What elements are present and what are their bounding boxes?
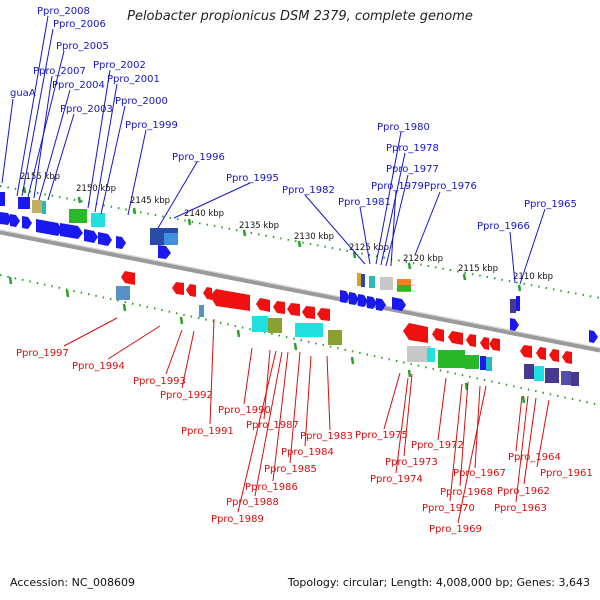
kbp-label: 2140 kbp xyxy=(184,209,224,219)
gene-label-bottom[interactable]: Ppro_1993 xyxy=(133,376,186,387)
gene-label-bottom[interactable]: Ppro_1972 xyxy=(411,440,464,451)
gene-label-bottom[interactable]: Ppro_1991 xyxy=(181,426,234,437)
genome-backbone xyxy=(0,229,600,353)
kbp-label: 2145 kbp xyxy=(130,196,170,206)
gene-label-bottom[interactable]: Ppro_1970 xyxy=(422,503,475,514)
top-leader-lines xyxy=(1,15,546,285)
kbp-label: 2125 kbp xyxy=(349,243,389,253)
gene-label-top[interactable]: Ppro_1995 xyxy=(226,173,279,184)
outer-reverse-track xyxy=(0,274,600,406)
gene-label-bottom[interactable]: Ppro_1985 xyxy=(264,464,317,475)
gene-label-top[interactable]: Ppro_1980 xyxy=(377,122,430,133)
gene-label-top[interactable]: Ppro_1966 xyxy=(477,221,530,232)
feature-boxes-top xyxy=(0,192,516,313)
gene-label-bottom[interactable]: Ppro_1994 xyxy=(72,361,125,372)
gene-label-bottom[interactable]: Ppro_1963 xyxy=(494,503,547,514)
forward-genes xyxy=(0,197,598,343)
gene-label-bottom[interactable]: Ppro_1983 xyxy=(300,431,353,442)
gene-label-bottom[interactable]: Ppro_1986 xyxy=(245,482,298,493)
gene-label-top[interactable]: Ppro_1982 xyxy=(282,185,335,196)
kbp-label: 2115 kbp xyxy=(458,264,498,274)
gene-label-top[interactable]: Ppro_1981 xyxy=(338,197,391,208)
gene-label-top[interactable]: Ppro_1976 xyxy=(424,181,477,192)
gene-label-top[interactable]: Ppro_1996 xyxy=(172,152,225,163)
kbp-label: 2110 kbp xyxy=(513,272,553,282)
gene-label-top[interactable]: Ppro_2006 xyxy=(53,19,106,30)
genome-backbone-highlight xyxy=(0,229,600,349)
gene-label-top[interactable]: Ppro_2008 xyxy=(37,6,90,17)
kbp-label: 2150 kbp xyxy=(76,184,116,194)
kbp-label: 2135 kbp xyxy=(239,221,279,231)
gene-label-bottom[interactable]: Ppro_1961 xyxy=(540,468,593,479)
gene-label-bottom[interactable]: Ppro_1992 xyxy=(160,390,213,401)
gene-label-top[interactable]: Ppro_2000 xyxy=(115,96,168,107)
gene-label-top[interactable]: Ppro_2003 xyxy=(60,104,113,115)
gene-label-bottom[interactable]: Ppro_1984 xyxy=(281,447,334,458)
kbp-label: 2130 kbp xyxy=(294,232,334,242)
gene-label-bottom[interactable]: Ppro_1975 xyxy=(355,430,408,441)
kbp-label: 2120 kbp xyxy=(403,254,443,264)
gene-label-bottom[interactable]: Ppro_1989 xyxy=(211,514,264,525)
feature-boxes-bottom xyxy=(116,286,579,386)
gene-label-bottom[interactable]: Ppro_1964 xyxy=(508,452,561,463)
gene-label-top[interactable]: Ppro_1965 xyxy=(524,199,577,210)
gene-label-top[interactable]: Ppro_1978 xyxy=(386,143,439,154)
gene-label-top[interactable]: Ppro_1999 xyxy=(125,120,178,131)
gene-label-bottom[interactable]: Ppro_1974 xyxy=(370,474,423,485)
gene-label-bottom[interactable]: Ppro_1990 xyxy=(218,405,271,416)
gene-label-top[interactable]: guaA xyxy=(10,88,36,99)
scale-ticks xyxy=(8,186,526,404)
gene-label-top[interactable]: Ppro_2007 xyxy=(33,66,86,77)
gene-label-bottom[interactable]: Ppro_1968 xyxy=(440,487,493,498)
gene-label-bottom[interactable]: Ppro_1988 xyxy=(226,497,279,508)
gene-label-bottom[interactable]: Ppro_1973 xyxy=(385,457,438,468)
gene-label-top[interactable]: Ppro_1979 xyxy=(371,181,424,192)
kbp-label: 2155 kbp xyxy=(20,172,60,182)
gene-label-bottom[interactable]: Ppro_1997 xyxy=(16,348,69,359)
accession-text: Accession: NC_008609 xyxy=(10,576,136,589)
reverse-genes xyxy=(121,271,572,364)
gene-label-top[interactable]: Ppro_2005 xyxy=(56,41,109,52)
gene-label-bottom[interactable]: Ppro_1967 xyxy=(453,468,506,479)
page-title: Pelobacter propionicus DSM 2379, complet… xyxy=(127,9,473,24)
bottom-leader-lines xyxy=(63,317,550,524)
gene-label-top[interactable]: Ppro_2002 xyxy=(93,60,146,71)
gene-label-bottom[interactable]: Ppro_1969 xyxy=(429,524,482,535)
gene-label-top[interactable]: Ppro_2004 xyxy=(52,80,105,91)
genome-summary-text: Topology: circular; Length: 4,008,000 bp… xyxy=(287,576,590,589)
gene-label-top[interactable]: Ppro_2001 xyxy=(107,74,160,85)
gene-label-top[interactable]: Ppro_1977 xyxy=(386,164,439,175)
gene-label-bottom[interactable]: Ppro_1987 xyxy=(246,420,299,431)
gene-label-bottom[interactable]: Ppro_1962 xyxy=(497,486,550,497)
